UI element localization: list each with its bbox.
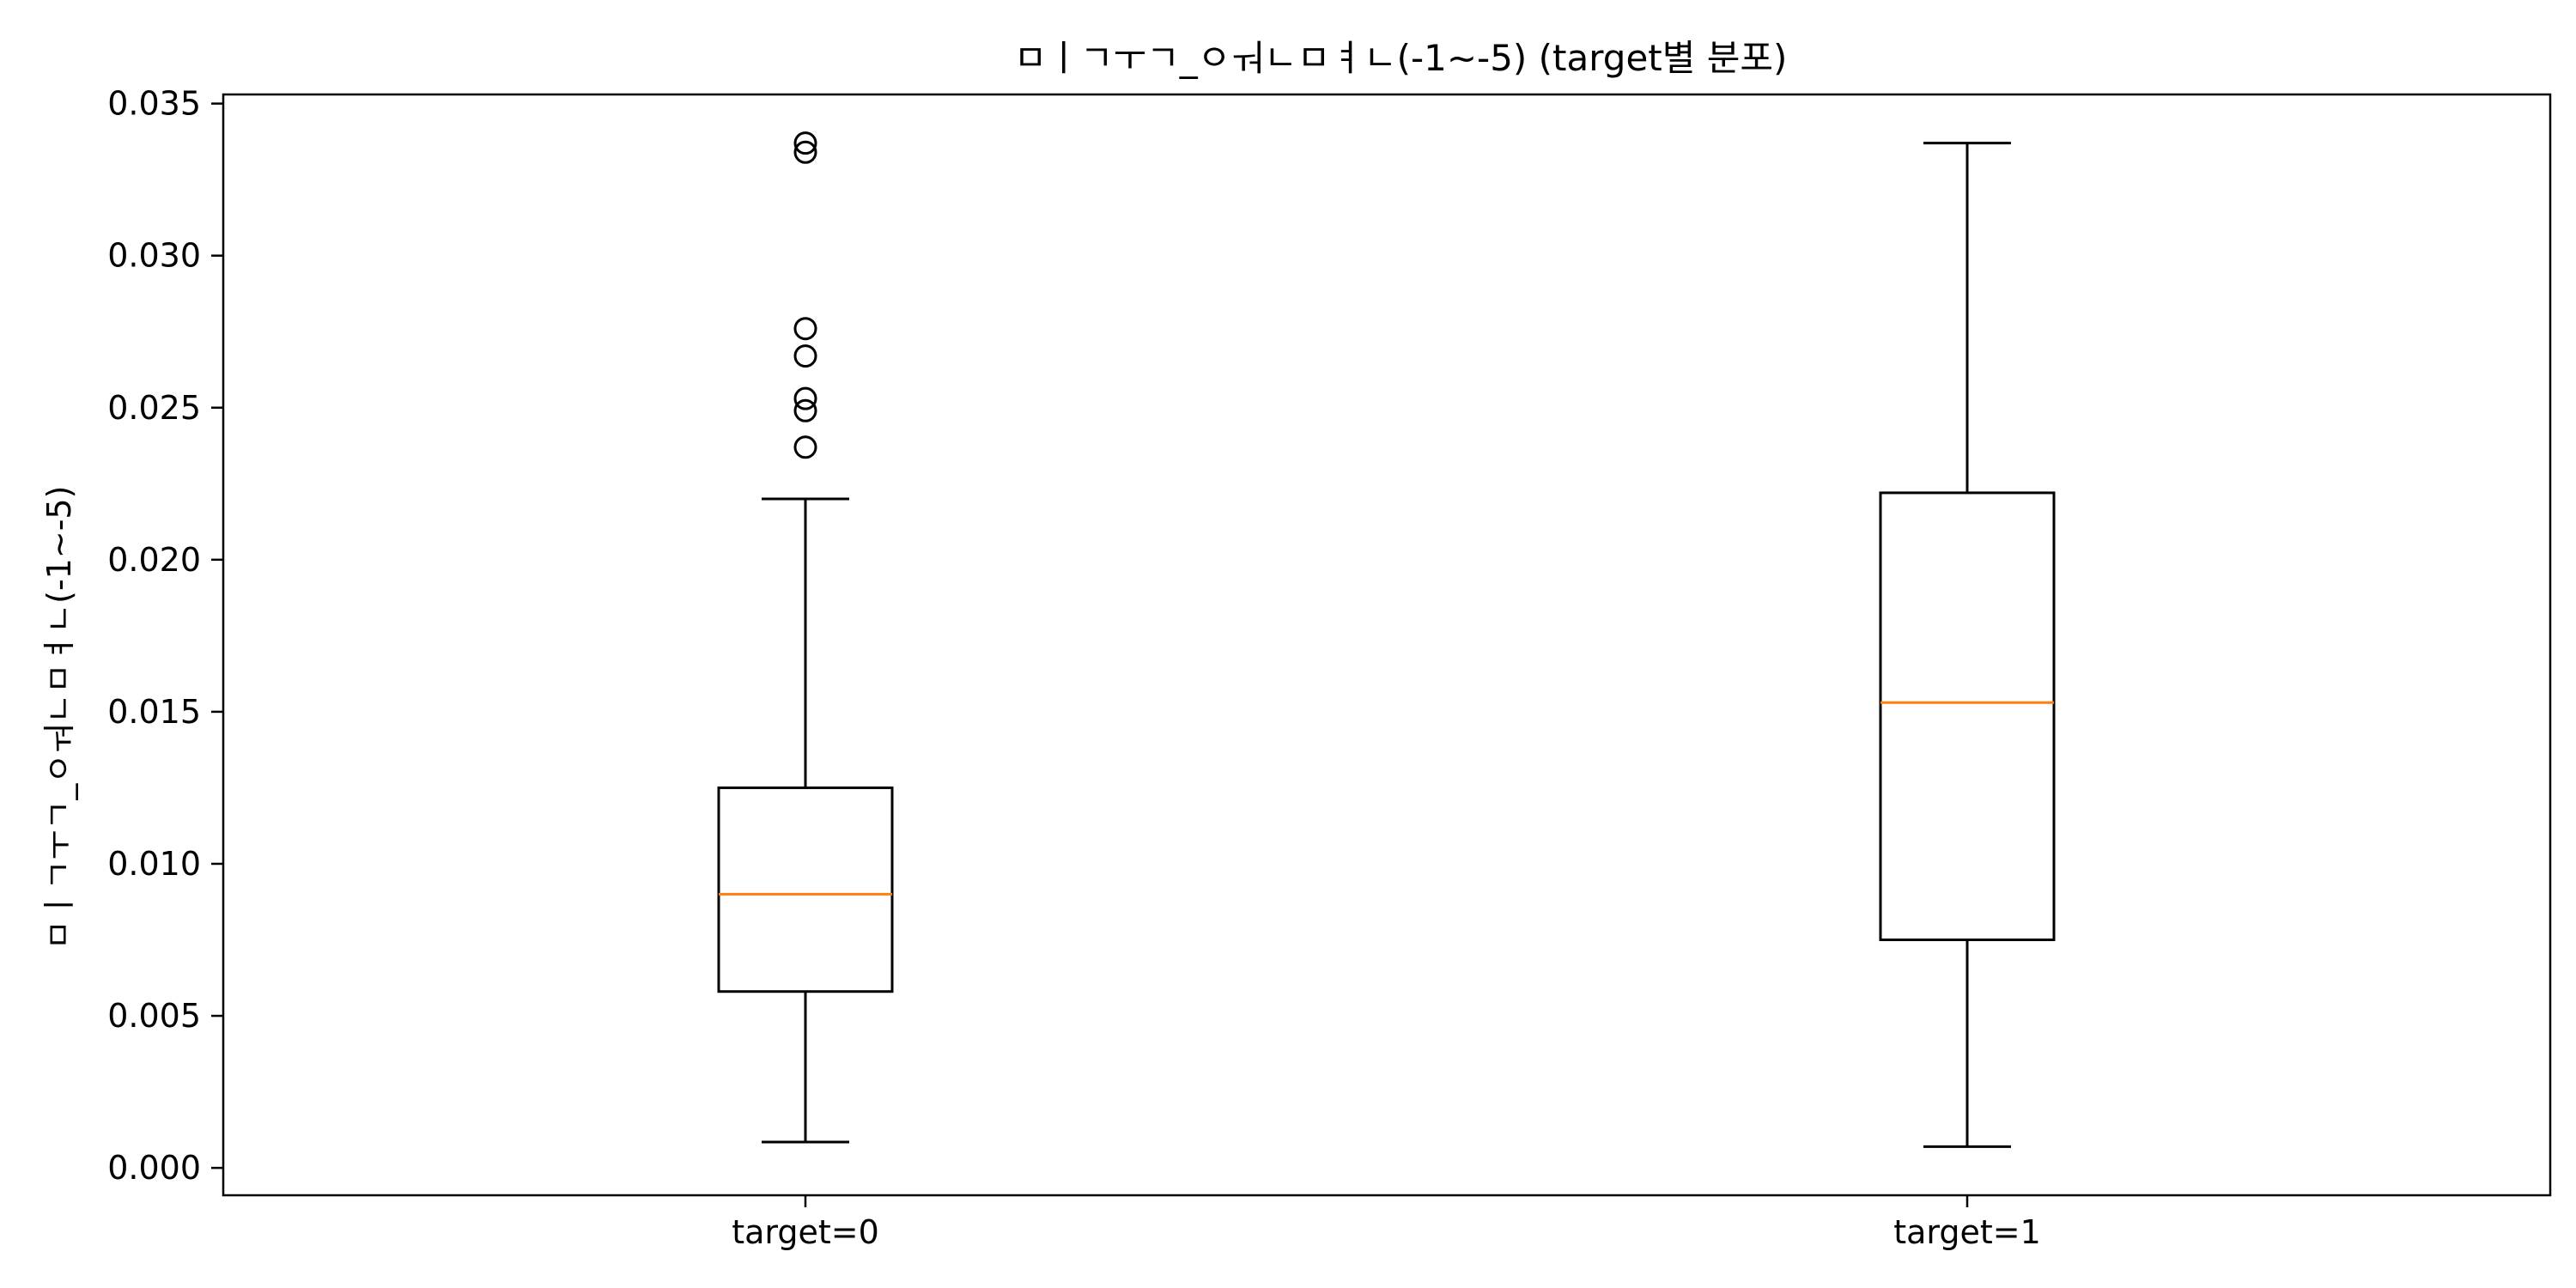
y-tick-label: 0.000 <box>107 1149 201 1187</box>
iqr-box <box>717 786 894 993</box>
box-group <box>717 131 894 1144</box>
outlier-point <box>793 398 817 422</box>
y-tick-label: 0.035 <box>107 85 201 123</box>
y-tick-label: 0.005 <box>107 997 201 1035</box>
outlier-point <box>793 131 817 155</box>
outlier-point <box>793 386 817 410</box>
y-tick-label: 0.020 <box>107 541 201 579</box>
y-tick-label: 0.010 <box>107 845 201 883</box>
box-group <box>1879 142 2056 1148</box>
y-tick-label: 0.025 <box>107 389 201 427</box>
outlier-point <box>793 435 817 459</box>
x-tick-label: target=0 <box>732 1213 879 1251</box>
iqr-box <box>1879 491 2056 942</box>
outlier-point <box>793 344 817 368</box>
chart-title: ㅁㅣㄱㅜㄱ_ㅇㅝㄴㅁㅕㄴ(-1~-5) (target별 분포) <box>1014 37 1788 79</box>
y-tick-label: 0.030 <box>107 237 201 275</box>
y-axis-label: ㅁㅣㄱㅜㄱ_ㅇㅝㄴㅁㅕㄴ(-1~-5) <box>40 486 78 951</box>
axes-frame <box>222 93 2552 1197</box>
y-tick-label: 0.015 <box>107 693 201 731</box>
x-tick-label: target=1 <box>1893 1213 2041 1251</box>
plot-area <box>717 131 2056 1148</box>
outlier-point <box>793 317 817 341</box>
outlier-point <box>793 140 817 164</box>
